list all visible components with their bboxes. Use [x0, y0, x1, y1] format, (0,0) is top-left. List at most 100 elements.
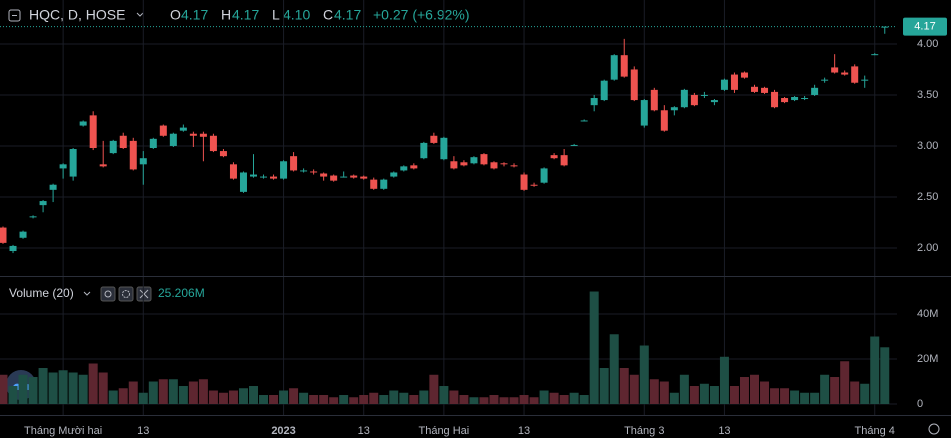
volume-bar [409, 395, 419, 405]
volume-bar [619, 368, 629, 405]
volume-bar [349, 397, 359, 405]
candle-body [239, 172, 247, 192]
volume-bar [38, 368, 48, 405]
volume-title: Volume (20) [9, 286, 74, 300]
volume-bar [369, 392, 379, 405]
volume-bar [279, 390, 289, 405]
volume-bar [850, 381, 860, 405]
volume-bar [529, 397, 539, 405]
candle-body [139, 158, 147, 165]
volume-bar [750, 374, 759, 405]
ohlc-label: H [221, 7, 231, 23]
candle-body [380, 179, 388, 189]
eye-icon [104, 290, 112, 298]
volume-bar [429, 374, 439, 405]
volume-bar [118, 388, 128, 405]
y-tick-label: 2.50 [917, 191, 938, 203]
symbol[interactable]: HQC, D, HOSE [29, 7, 125, 23]
volume-bar [8, 386, 18, 405]
volume-chevron[interactable] [83, 291, 91, 296]
candle-body [350, 175, 358, 178]
change: +0.27 (+6.92%) [373, 7, 470, 23]
candle-body [480, 154, 488, 165]
x-tick-label: Tháng 3 [624, 425, 664, 437]
volume-bar [780, 388, 790, 405]
x-tick-label: 13 [137, 425, 149, 437]
x-tick-label: Tháng Hai [418, 425, 469, 437]
volume-bar [669, 392, 679, 405]
volume-bar [699, 383, 709, 405]
candle-body [89, 115, 97, 149]
volume-bar [709, 386, 719, 405]
candle-body [450, 161, 458, 169]
candle-body [690, 94, 698, 106]
settings-gear[interactable] [928, 423, 940, 435]
volume-bar [48, 372, 58, 405]
candle-body [670, 107, 678, 111]
y-tick-label: 0 [917, 398, 923, 410]
candle-body [851, 66, 859, 83]
candle-body [49, 184, 57, 190]
volume-bar [249, 386, 258, 405]
volume-bar [810, 392, 820, 405]
candle-body [680, 89, 688, 108]
volume-bar [659, 381, 669, 405]
candle-body [720, 79, 728, 90]
volume-bar [629, 374, 639, 405]
volume-bar [98, 372, 108, 405]
volume-bar [88, 363, 98, 405]
candle-body [400, 166, 408, 171]
candle-body [640, 100, 648, 126]
volume-bar [840, 361, 850, 405]
x-tick-label: 13 [518, 425, 530, 437]
volume-bar [589, 291, 599, 405]
volume-bar [148, 381, 158, 405]
volume-bar [639, 345, 649, 405]
candle-body [310, 171, 318, 173]
candle-body [550, 155, 558, 159]
candle-body [29, 216, 37, 218]
eye-button[interactable] [100, 286, 116, 302]
candle-body [771, 91, 779, 108]
volume-bar [168, 379, 178, 405]
volume-bar [419, 390, 429, 405]
candle-body [340, 176, 348, 178]
candle-body [650, 89, 658, 111]
candle-body [360, 176, 368, 179]
volume-bar [28, 377, 38, 405]
candle-body [520, 174, 528, 190]
volume-bar [68, 372, 78, 405]
volume-bar [679, 374, 689, 405]
candle-body [260, 176, 268, 178]
candle-body [470, 157, 478, 164]
candle-body [119, 135, 127, 149]
candle-body [730, 74, 738, 90]
y-tick-label: 3.00 [917, 140, 938, 152]
candle-body [9, 245, 17, 252]
candle-body [159, 125, 167, 136]
collapse-icon[interactable] [8, 9, 21, 22]
candle-body [791, 97, 799, 101]
symbol-chevron[interactable] [136, 12, 144, 17]
volume-bar [198, 379, 208, 405]
volume-bar [299, 392, 309, 405]
volume-bar [579, 395, 589, 405]
candle-body [129, 140, 137, 170]
volume-bar [309, 395, 319, 405]
ohlc-value: 4.10 [283, 7, 310, 23]
volume-bar [820, 374, 830, 405]
volume-bar [218, 392, 228, 405]
volume-bar [158, 379, 168, 405]
volume-bar [319, 395, 329, 405]
candle-body [209, 135, 217, 152]
candle-body [500, 163, 508, 165]
candle-body [821, 79, 829, 81]
volume-bar [228, 390, 238, 405]
ohlc-value: 4.17 [181, 7, 208, 23]
settings-button[interactable] [118, 286, 134, 302]
candle-body [660, 110, 668, 131]
volume-bar [790, 390, 800, 405]
candle-body [560, 155, 568, 166]
candle-body [761, 87, 769, 93]
settings-icon [122, 290, 130, 298]
